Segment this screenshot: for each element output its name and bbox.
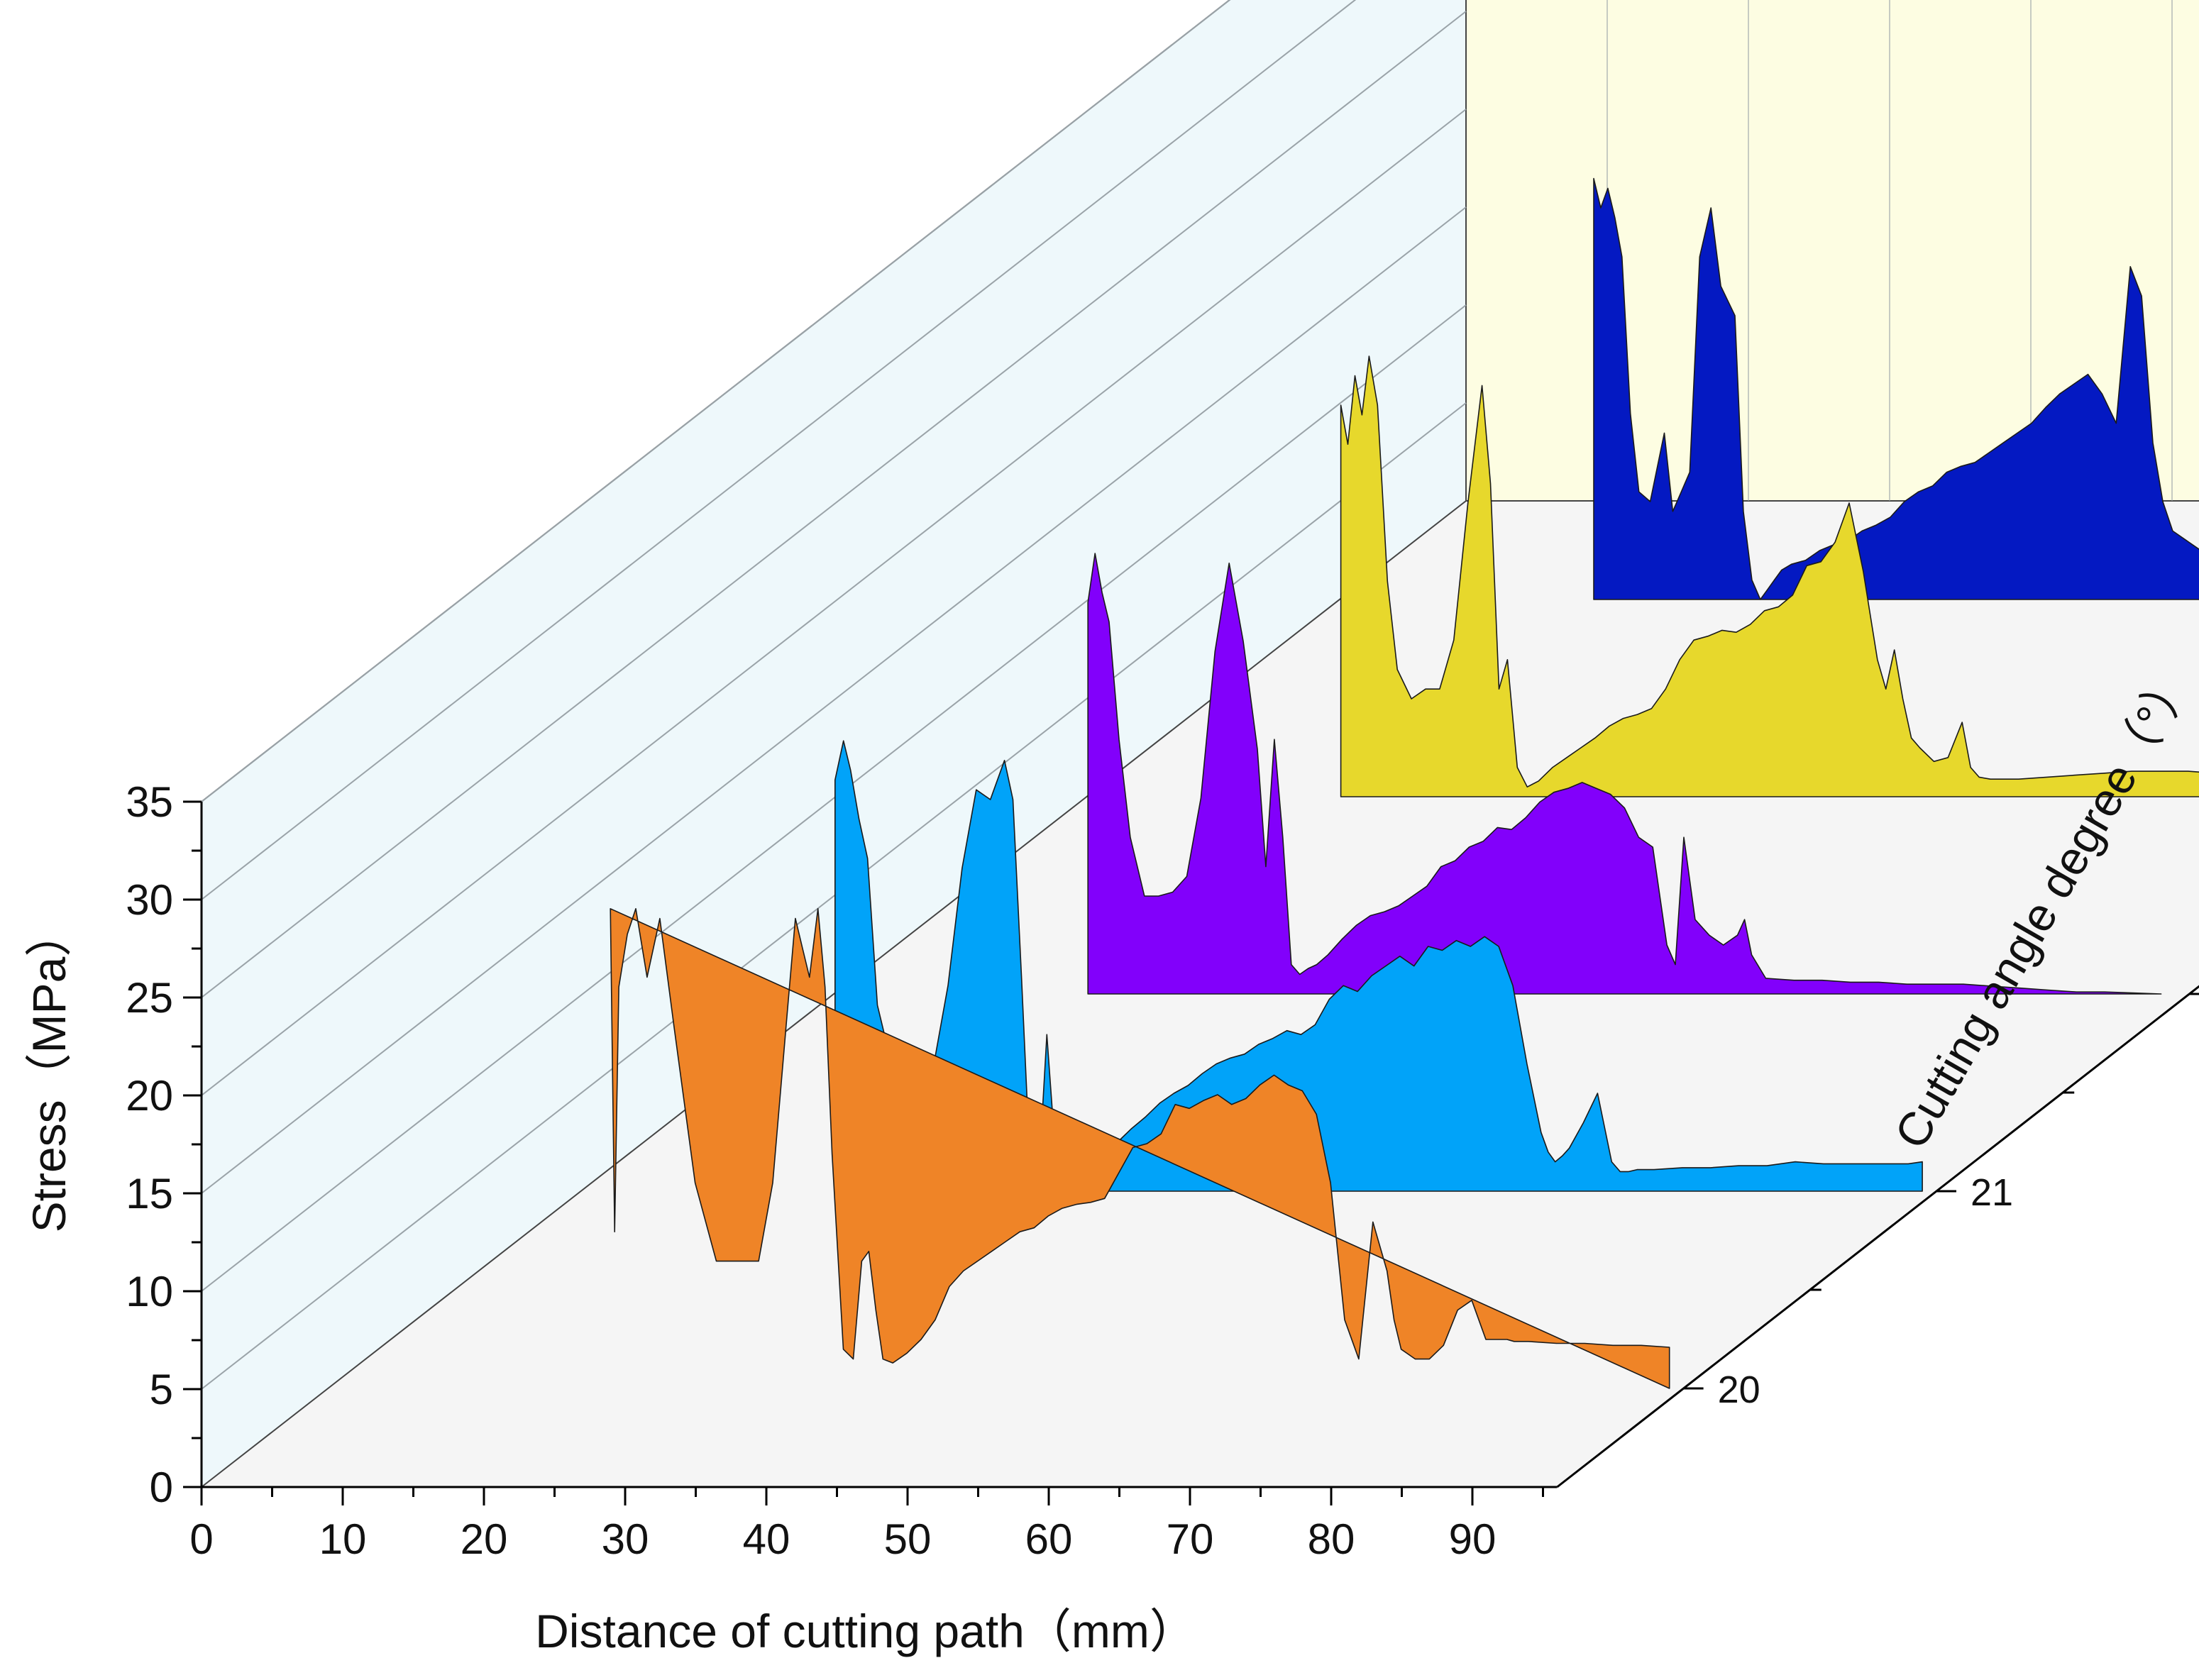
- x-tick-label: 40: [743, 1515, 790, 1563]
- grid-line-side: [201, 109, 1467, 1096]
- x-tick-label: 70: [1167, 1515, 1214, 1563]
- x-tick-label: 30: [602, 1515, 649, 1563]
- grid-line-side: [201, 11, 1467, 998]
- y-tick-label: 5: [150, 1366, 173, 1413]
- x-tick-label: 60: [1025, 1515, 1073, 1563]
- x-tick-label: 10: [319, 1515, 367, 1563]
- series-20-area: [610, 908, 1670, 1389]
- back-wall: [1465, 0, 2199, 502]
- series-23-area: [1340, 355, 2199, 797]
- y-tick-label: 25: [126, 974, 173, 1022]
- x-axis-title: Distance of cutting path（mm）: [535, 1605, 1196, 1657]
- series-22-area: [1087, 553, 2162, 995]
- series-24-area: [1593, 177, 2199, 600]
- x-tick-label: 80: [1308, 1515, 1355, 1563]
- y-tick-label: 10: [126, 1268, 173, 1315]
- y-tick-label: 15: [126, 1170, 173, 1217]
- grid-line-side: [201, 206, 1467, 1194]
- x-tick-label: 20: [461, 1515, 508, 1563]
- grid-line-side: [201, 402, 1467, 1390]
- tick-labels: 0102030405060708090051015202530352021222…: [126, 778, 2013, 1563]
- chart-axes: [183, 800, 2199, 1505]
- y-tick-label: 30: [126, 876, 173, 924]
- x-tick-label: 90: [1449, 1515, 1497, 1563]
- grid-line-side: [201, 0, 1231, 802]
- y-axis-title: Stress（MPa）: [23, 910, 75, 1233]
- series-layer: [610, 177, 2199, 1389]
- chart-grid: [201, 0, 2173, 1390]
- depth-tick-label: 20: [1718, 1369, 1760, 1411]
- grid-line-side: [201, 0, 1357, 900]
- y-tick-label: 20: [126, 1072, 173, 1120]
- depth-tick-label: 21: [1971, 1171, 2013, 1214]
- x-tick-label: 50: [884, 1515, 932, 1563]
- y-tick-label: 0: [150, 1464, 173, 1511]
- grid-line-side: [201, 304, 1467, 1292]
- y-tick-label: 35: [126, 778, 173, 826]
- x-tick-label: 0: [189, 1515, 213, 1563]
